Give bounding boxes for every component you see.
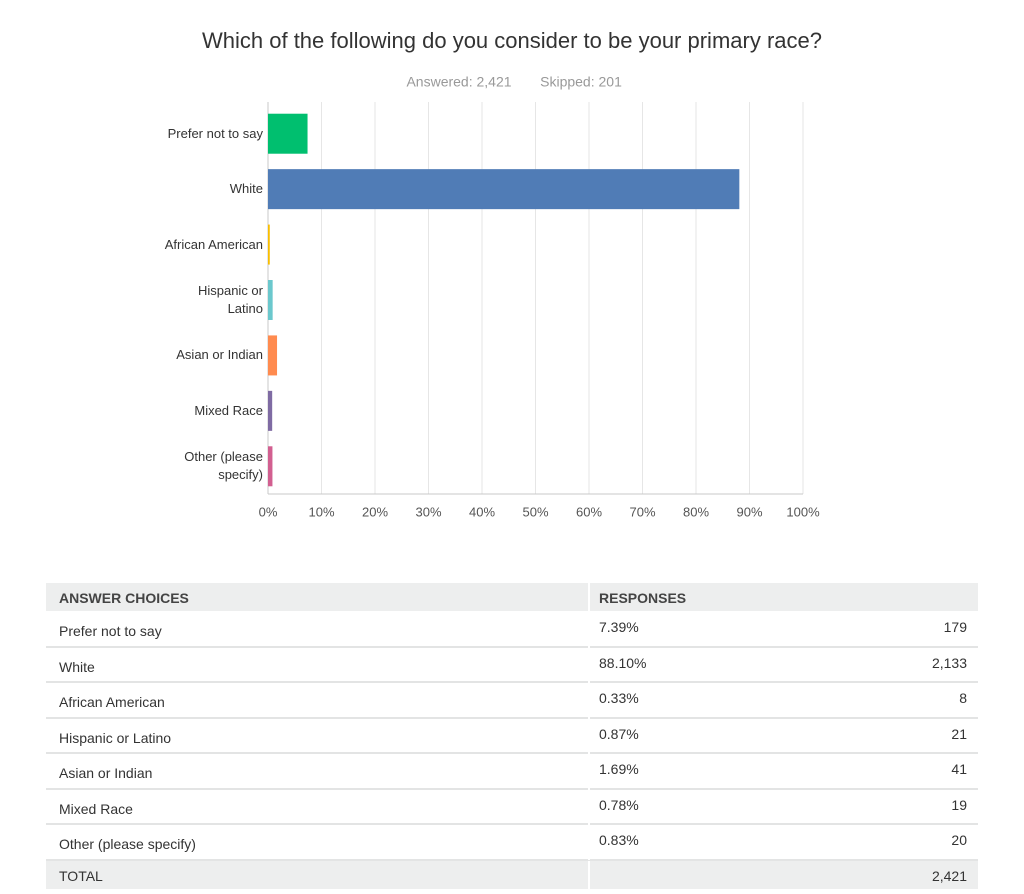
x-tick-label: 40%	[469, 504, 495, 519]
response-percent: 0.83%	[599, 832, 639, 848]
row-separator	[46, 681, 978, 683]
answer-choice: White	[59, 658, 95, 675]
response-percent: 7.39%	[599, 619, 639, 635]
answer-choice: Asian or Indian	[59, 765, 153, 781]
x-tick-label: 0%	[259, 504, 278, 519]
column-divider	[588, 583, 590, 611]
y-tick-label: Asian or Indian	[176, 347, 263, 363]
x-tick-label: 90%	[736, 504, 762, 519]
table-header: RESPONSES	[599, 590, 687, 606]
y-tick-label: Other (please specify)	[184, 449, 263, 483]
row-separator	[46, 858, 978, 861]
response-percent: 0.87%	[599, 725, 639, 742]
bar	[268, 335, 278, 376]
response-percent: 0.33%	[599, 690, 639, 706]
response-count: 21	[951, 725, 967, 742]
response-percent: 1.69%	[599, 761, 639, 777]
y-tick-label: White	[229, 181, 263, 197]
answer-choice: Prefer not to say	[59, 623, 162, 639]
table-row-bg	[46, 860, 978, 889]
column-divider	[588, 860, 590, 889]
response-count: 179	[943, 619, 967, 635]
bar	[268, 113, 308, 154]
x-tick-label: 100%	[786, 504, 820, 519]
y-tick-label: Hispanic or Latino	[197, 283, 263, 316]
subtitle: Answered: 2,421	[406, 74, 511, 90]
response-count: 8	[959, 690, 967, 706]
x-tick-label: 70%	[629, 504, 655, 519]
chart-title: Which of the following do you consider t…	[202, 28, 822, 53]
y-tick-label: African American	[164, 236, 263, 252]
y-tick-label: Mixed Race	[194, 402, 263, 418]
row-separator	[46, 645, 978, 648]
bar	[268, 446, 273, 487]
x-tick-label: 10%	[308, 504, 334, 519]
bar	[268, 280, 273, 320]
total-count: 2,421	[931, 867, 967, 884]
answer-choice: Hispanic or Latino	[59, 729, 172, 746]
bar	[268, 169, 740, 210]
answer-choice: Mixed Race	[59, 800, 133, 817]
response-count: 2,133	[931, 654, 967, 671]
row-separator	[46, 823, 978, 825]
table-header: ANSWER CHOICES	[59, 590, 189, 606]
answer-choice: Other (please specify)	[59, 836, 196, 852]
table-row-bg	[46, 583, 978, 611]
row-separator	[46, 716, 978, 719]
response-percent: 0.78%	[599, 796, 639, 813]
subtitle: Skipped: 201	[540, 74, 622, 90]
x-tick-label: 20%	[362, 504, 388, 519]
row-separator	[46, 752, 978, 754]
x-tick-label: 30%	[415, 504, 441, 519]
response-count: 20	[951, 832, 967, 848]
column-divider	[588, 824, 590, 860]
x-tick-label: 50%	[522, 504, 548, 519]
answer-choice: African American	[59, 694, 165, 710]
total-label: TOTAL	[59, 867, 103, 884]
column-divider	[588, 682, 590, 718]
bar	[268, 390, 273, 431]
column-divider	[588, 611, 590, 647]
y-tick-label: Prefer not to say	[167, 125, 263, 141]
x-tick-label: 80%	[683, 504, 709, 519]
response-count: 41	[951, 761, 967, 777]
x-tick-label: 60%	[576, 504, 602, 519]
column-divider	[588, 788, 590, 824]
column-divider	[588, 717, 590, 753]
bar	[268, 224, 270, 265]
column-divider	[588, 646, 590, 682]
row-separator	[46, 787, 978, 790]
column-divider	[588, 753, 590, 789]
response-percent: 88.10%	[599, 654, 647, 671]
response-count: 19	[951, 796, 967, 813]
